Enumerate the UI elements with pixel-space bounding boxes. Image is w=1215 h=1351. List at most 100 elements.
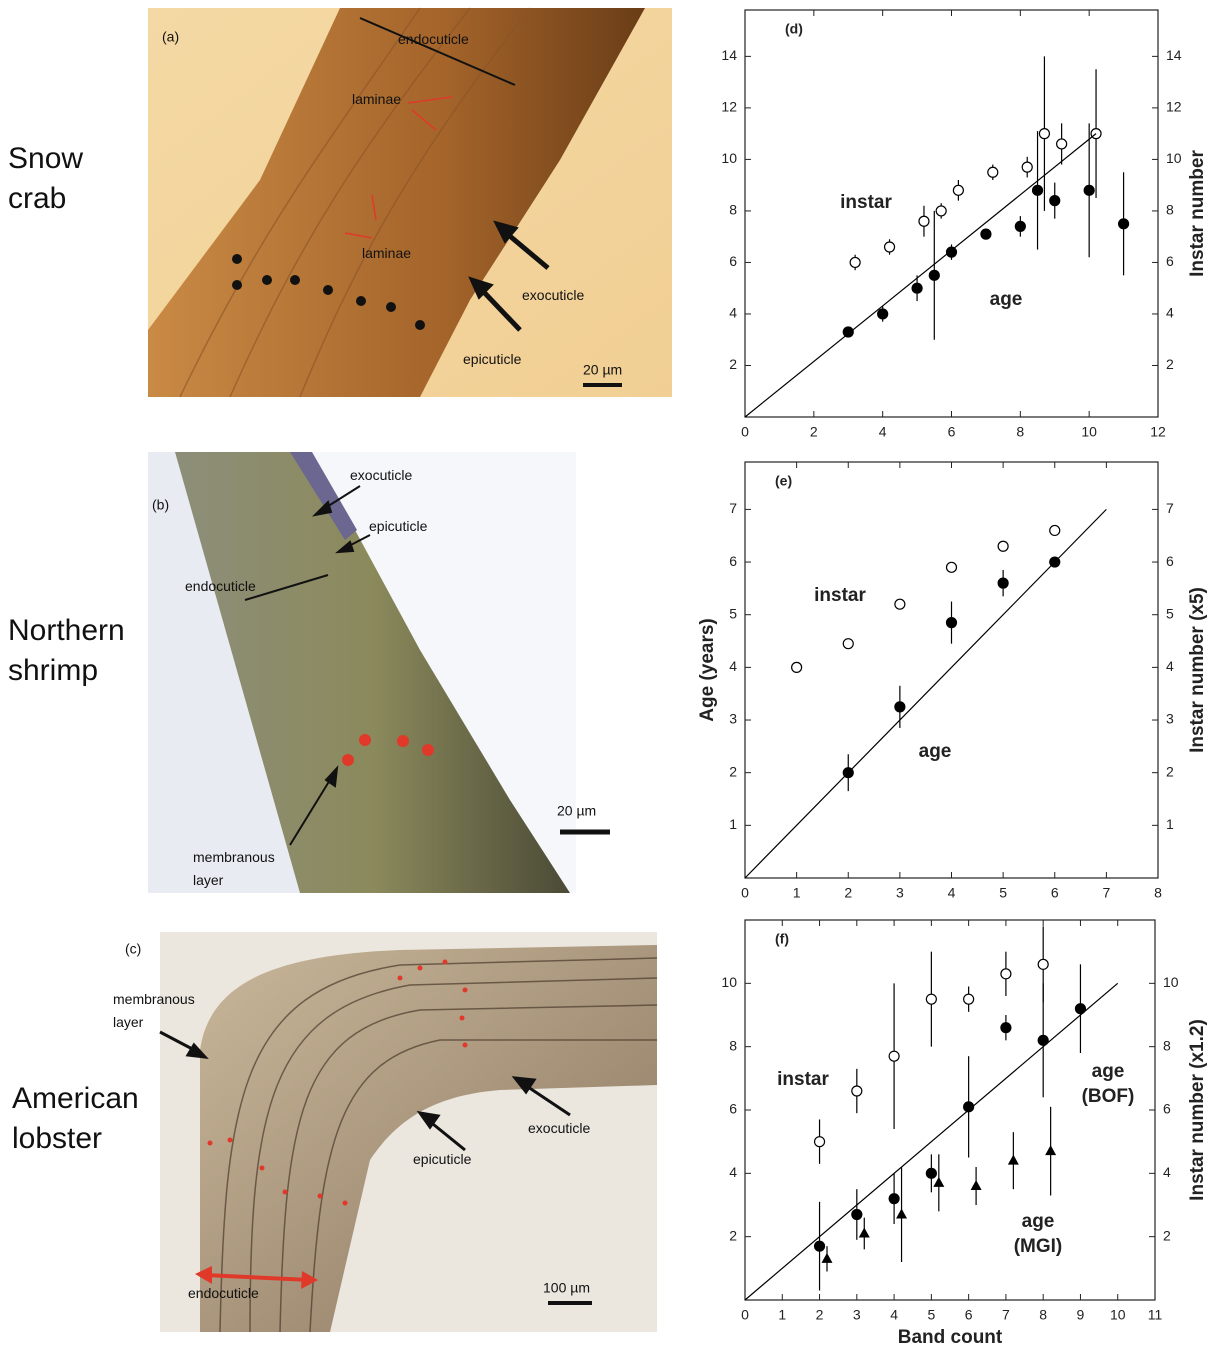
data-point [980, 228, 992, 240]
y-tick-label: 10 [721, 974, 737, 990]
data-point [791, 661, 803, 673]
data-point [842, 326, 854, 338]
y2-axis-label: Instar number (x5) [1187, 587, 1208, 753]
data-point [813, 1136, 826, 1148]
y-tick-label: 10 [721, 150, 737, 166]
annotation-line: age [919, 741, 952, 762]
data-point [911, 282, 923, 294]
x-tick-label: 12 [1150, 424, 1166, 440]
data-point [1056, 138, 1068, 150]
data-point [888, 1050, 900, 1062]
data-point [1000, 968, 1012, 980]
plot-frame [744, 919, 1156, 1301]
y-tick-label: 4 [729, 658, 737, 674]
data-point [933, 1176, 945, 1187]
data-point [963, 993, 975, 1005]
x-tick-label: 6 [948, 424, 956, 440]
data-point [858, 1227, 870, 1238]
data-point [821, 1252, 833, 1263]
x-tick-label: 8 [1154, 885, 1162, 901]
data-point [1014, 220, 1026, 232]
y-tick-label: 7 [729, 500, 737, 516]
data-point [925, 1167, 937, 1179]
scale-label: 100 µm [543, 1280, 590, 1296]
x-tick-label: 5 [999, 885, 1007, 901]
photo-label: membranous layer [193, 849, 275, 888]
data-point [888, 1193, 900, 1205]
x-tick-label: 6 [965, 1307, 973, 1323]
y-tick-label: 4 [729, 1164, 737, 1180]
x-tick-label: 10 [1110, 1307, 1126, 1323]
x-tick-label: 1 [793, 885, 801, 901]
y2-axis-label: Instar number (x1.2) [1187, 1019, 1208, 1201]
y-tick-label: 3 [729, 711, 737, 727]
data-point [1083, 184, 1095, 196]
data-point [928, 269, 940, 281]
y-tick-label: 5 [729, 605, 737, 621]
scale-label: 20 µm [557, 803, 596, 819]
data-point [935, 205, 947, 217]
species-label: Northern shrimp [8, 614, 125, 687]
x-tick-label: 0 [741, 424, 749, 440]
y-tick-label: 14 [721, 47, 737, 63]
data-point [883, 241, 896, 253]
panel-label: (e) [775, 473, 792, 489]
y2-tick-label: 10 [1163, 974, 1179, 990]
fit-line [744, 133, 1097, 418]
data-point [1117, 218, 1130, 230]
panel-label: (c) [125, 941, 141, 957]
y-tick-label: 4 [729, 305, 737, 321]
y-tick-label: 12 [721, 99, 737, 115]
y-tick-label: 6 [729, 253, 737, 269]
y2-tick-label: 6 [1163, 1101, 1171, 1117]
data-point [1038, 128, 1051, 140]
data-point [1045, 1145, 1057, 1156]
annotation: age (BOF) [1082, 1061, 1135, 1107]
y2-tick-label: 6 [1166, 253, 1174, 269]
annotation: age [919, 741, 952, 762]
y-tick-label: 8 [729, 202, 737, 218]
y2-tick-label: 4 [1163, 1164, 1171, 1180]
micrograph-b: (b) exocuticle epicuticle endocuticle me… [148, 452, 610, 893]
y2-tick-label: 4 [1166, 305, 1174, 321]
data-point [997, 540, 1009, 552]
photo-label: laminae [362, 245, 411, 261]
species-label: American lobster [12, 1082, 139, 1155]
species-label: Snow crab [8, 142, 83, 215]
photo-label: membranous layer [113, 991, 195, 1030]
photo-label: epicuticle [413, 1151, 472, 1167]
data-point [1037, 958, 1049, 970]
x-tick-label: 3 [853, 1307, 861, 1323]
data-point [842, 638, 854, 650]
y2-tick-label: 5 [1166, 605, 1174, 621]
photo-label: endocuticle [185, 578, 256, 594]
data-point [1000, 1022, 1012, 1034]
y-tick-label: 6 [729, 553, 737, 569]
y-tick-label: 2 [729, 763, 737, 779]
panel-label: (a) [162, 29, 179, 45]
data-point [1021, 161, 1033, 173]
y2-tick-label: 6 [1166, 553, 1174, 569]
y2-tick-label: 2 [1166, 356, 1174, 372]
y2-tick-label: 4 [1166, 658, 1174, 674]
data-point [1037, 1034, 1049, 1046]
photo-label: exocuticle [350, 467, 412, 483]
annotation-line: instar [777, 1069, 829, 1090]
x-tick-label: 2 [816, 1307, 824, 1323]
x-tick-label: 0 [741, 1307, 749, 1323]
data-point [945, 561, 958, 573]
x-tick-label: 7 [1002, 1307, 1010, 1323]
photo-label: endocuticle [188, 1285, 259, 1301]
micrograph-a: (a) endocuticle laminae laminae exocutic… [148, 7, 672, 398]
x-tick-label: 2 [844, 885, 852, 901]
y2-tick-label: 8 [1163, 1037, 1171, 1053]
y-tick-label: 6 [729, 1101, 737, 1117]
data-point [952, 184, 964, 196]
data-point [894, 598, 906, 610]
photo-label: laminae [352, 91, 401, 107]
data-point [849, 256, 861, 269]
panel-label: (f) [775, 931, 789, 947]
annotation-line: instar [840, 192, 892, 213]
annotation-line: instar [814, 585, 866, 606]
